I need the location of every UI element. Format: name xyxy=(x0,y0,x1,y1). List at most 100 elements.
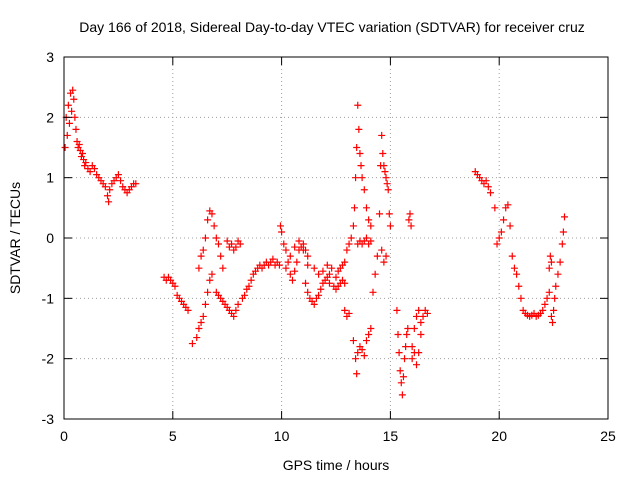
data-point-marker xyxy=(484,183,492,191)
data-point-marker xyxy=(214,240,222,248)
data-point-marker xyxy=(410,325,418,332)
x-tick-label: 5 xyxy=(169,428,177,444)
data-point-marker xyxy=(556,258,564,266)
data-point-marker xyxy=(415,306,423,314)
data-point-marker xyxy=(345,240,353,248)
data-point-marker xyxy=(386,222,394,230)
data-point-marker xyxy=(493,240,501,248)
data-point-marker xyxy=(405,216,413,224)
data-point-marker xyxy=(408,355,416,363)
data-point-marker xyxy=(393,306,401,314)
data-point-marker xyxy=(500,216,508,224)
data-point-marker xyxy=(282,246,290,254)
y-tick-label: 0 xyxy=(46,230,54,246)
data-point-marker xyxy=(379,150,387,158)
data-point-marker xyxy=(328,264,336,272)
data-point-marker xyxy=(188,340,196,348)
data-point-marker xyxy=(195,264,203,272)
data-point-marker xyxy=(325,270,333,278)
data-point-marker xyxy=(315,270,323,278)
data-point-marker xyxy=(106,186,114,194)
data-point-marker xyxy=(219,264,227,272)
data-point-marker xyxy=(378,131,386,139)
data-point-marker xyxy=(69,86,77,94)
data-point-marker xyxy=(245,282,253,290)
data-point-marker xyxy=(345,309,353,317)
data-point-marker xyxy=(369,288,377,296)
y-tick-label: 1 xyxy=(46,170,54,186)
data-point-marker xyxy=(204,288,212,296)
data-point-marker xyxy=(380,258,388,266)
data-point-marker xyxy=(482,177,490,185)
data-point-marker xyxy=(547,258,555,266)
data-markers xyxy=(61,86,568,399)
data-point-marker xyxy=(284,258,292,266)
y-axis-label: SDTVAR / TECUs xyxy=(7,182,23,294)
x-axis-label: GPS time / hours xyxy=(283,457,390,473)
y-tick-label: 3 xyxy=(46,49,54,65)
data-point-marker xyxy=(352,355,360,363)
data-point-marker xyxy=(291,267,299,275)
data-point-marker xyxy=(286,270,294,278)
data-point-marker xyxy=(241,291,249,299)
data-point-marker xyxy=(64,101,72,109)
x-tick-label: 15 xyxy=(383,428,399,444)
data-point-marker xyxy=(399,373,407,381)
data-point-marker xyxy=(132,180,140,188)
data-point-marker xyxy=(362,234,370,242)
data-point-marker xyxy=(560,213,568,221)
data-point-marker xyxy=(206,276,214,284)
data-point-marker xyxy=(212,234,220,242)
data-point-marker xyxy=(217,252,225,260)
data-point-marker xyxy=(295,237,303,245)
data-point-marker xyxy=(332,273,340,281)
data-point-marker xyxy=(515,282,523,290)
data-point-marker xyxy=(353,144,361,151)
data-point-marker xyxy=(247,276,255,284)
data-point-marker xyxy=(373,252,381,260)
data-point-marker xyxy=(367,237,375,245)
data-point-marker xyxy=(104,192,112,200)
data-point-marker xyxy=(184,306,192,314)
data-point-marker xyxy=(72,125,80,133)
data-point-marker xyxy=(513,270,521,278)
data-point-marker xyxy=(343,246,351,254)
data-point-marker xyxy=(380,162,388,170)
data-point-marker xyxy=(546,252,554,260)
data-point-marker xyxy=(358,346,366,354)
data-point-marker xyxy=(341,306,349,314)
data-point-marker xyxy=(82,159,90,167)
data-point-marker xyxy=(419,312,427,320)
chart-title: Day 166 of 2018, Sidereal Day-to-day VTE… xyxy=(79,19,585,35)
data-point-marker xyxy=(105,198,113,206)
data-point-marker xyxy=(354,101,362,109)
data-point-marker xyxy=(551,294,559,302)
data-point-marker xyxy=(236,240,244,248)
data-point-marker xyxy=(101,183,109,191)
data-point-marker xyxy=(299,246,307,254)
data-point-marker xyxy=(376,210,384,218)
data-point-marker xyxy=(549,318,557,326)
data-point-marker xyxy=(495,234,503,242)
data-point-marker xyxy=(508,252,516,260)
data-point-marker xyxy=(384,186,392,194)
data-point-marker xyxy=(398,391,406,399)
data-point-marker xyxy=(381,168,389,176)
data-point-marker xyxy=(302,279,310,287)
data-point-marker xyxy=(210,222,218,230)
data-point-marker xyxy=(234,300,242,308)
data-point-marker xyxy=(349,222,357,230)
y-tick-label: -1 xyxy=(42,290,55,306)
y-tick-label: -2 xyxy=(42,351,55,367)
data-point-marker xyxy=(543,294,551,302)
data-point-marker xyxy=(517,294,525,302)
data-point-marker xyxy=(349,337,357,345)
data-point-marker xyxy=(385,210,393,218)
data-point-marker xyxy=(402,343,410,351)
data-point-marker xyxy=(68,107,76,115)
data-point-marker xyxy=(195,325,203,332)
data-point-marker xyxy=(383,180,391,188)
data-point-marker xyxy=(360,352,368,360)
data-point-marker xyxy=(310,264,318,272)
data-point-marker xyxy=(559,228,567,236)
